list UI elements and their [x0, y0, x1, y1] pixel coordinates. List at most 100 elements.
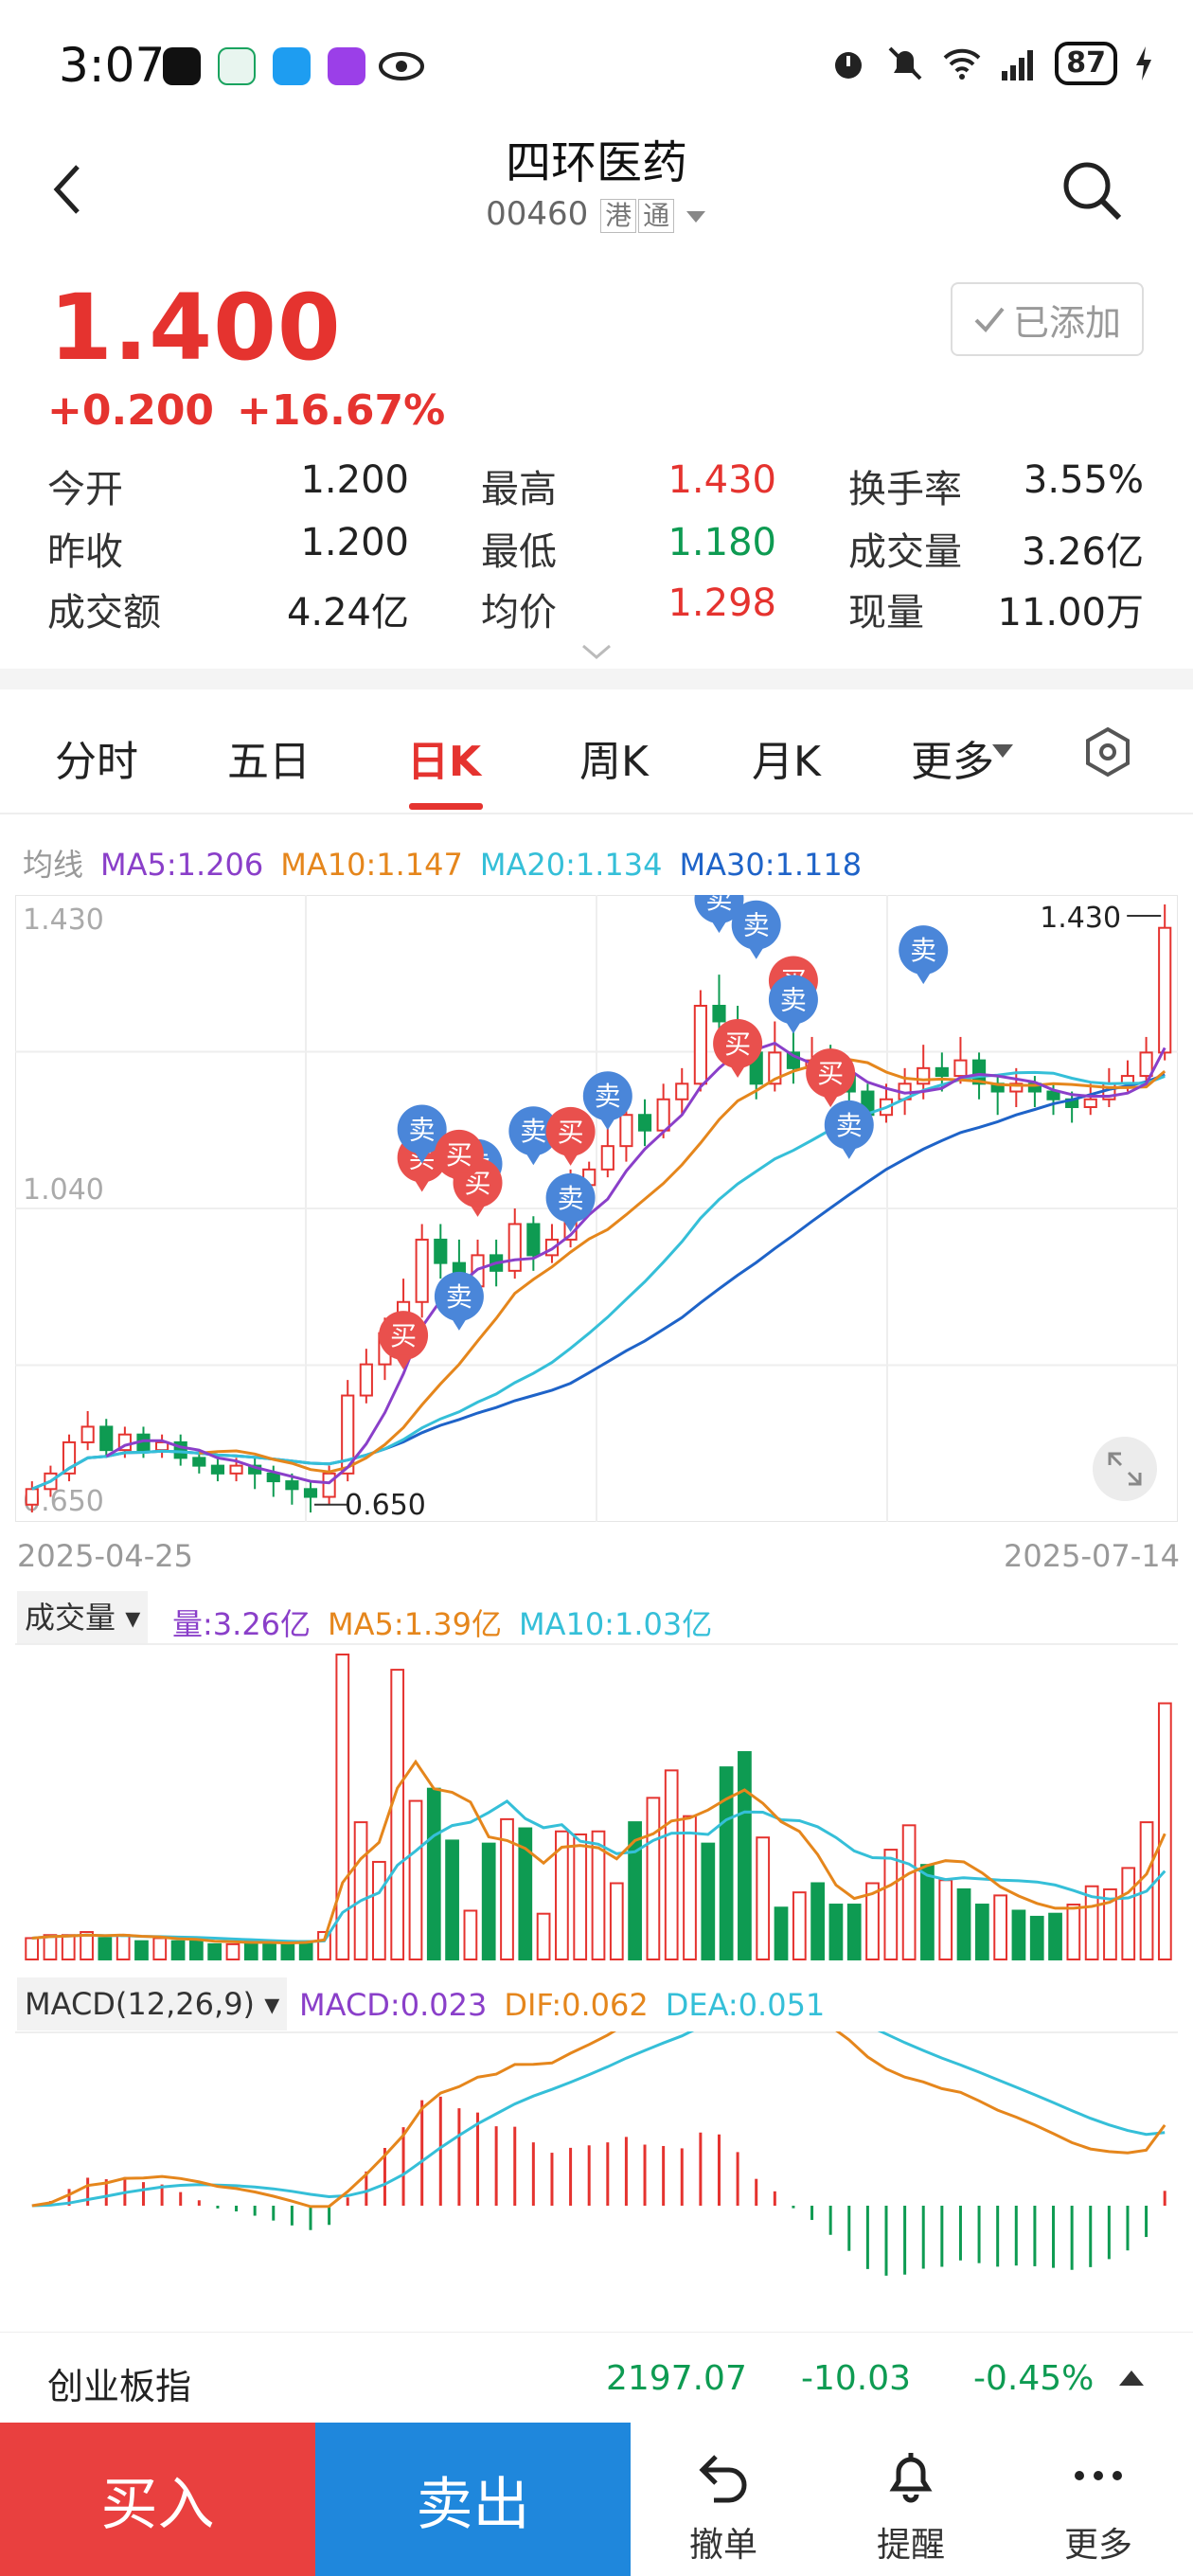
volume-bar: [1066, 1904, 1081, 1961]
macd-indicator-dropdown[interactable]: MACD(12,26,9) ▾: [17, 1977, 288, 2030]
candle-body: [266, 1472, 280, 1483]
sell-marker-circle: [508, 1106, 559, 1156]
expand-chevron-icon[interactable]: [579, 640, 614, 663]
stat-label: 均价: [481, 591, 557, 635]
candle-body: [434, 1238, 448, 1264]
tab-5[interactable]: 更多: [911, 738, 994, 786]
volume-bar: [243, 1940, 258, 1960]
sell-marker: 卖: [731, 900, 781, 959]
dif-line: [31, 2031, 1166, 2209]
buy-marker: 买: [545, 1106, 596, 1166]
sell-button[interactable]: 卖出: [315, 2423, 631, 2576]
ma10-value: MA10:1.147: [280, 847, 463, 883]
stock-name: 四环医药: [505, 136, 687, 189]
marker-pointer: [524, 1150, 543, 1166]
stat-value: 1.180: [668, 521, 776, 564]
tab-0[interactable]: 分时: [55, 738, 138, 786]
sell-marker-circle: [582, 1071, 632, 1121]
tiktok-app-icon: [163, 47, 201, 85]
back-button[interactable]: [49, 161, 87, 218]
stat-value: 1.200: [300, 521, 409, 564]
candle-body: [99, 1425, 114, 1452]
index-ticker[interactable]: 创业板指 2197.07 -10.03 -0.45%: [0, 2332, 1193, 2423]
volume-bar: [901, 1824, 917, 1960]
stat-label: 昨收: [47, 530, 123, 574]
candle-body: [600, 1145, 614, 1171]
tab-2[interactable]: 日K: [407, 738, 482, 786]
sell-marker-label: 卖: [705, 895, 732, 915]
volume-bar: [335, 1654, 350, 1960]
tab-1[interactable]: 五日: [227, 738, 311, 786]
volume-indicator-dropdown[interactable]: 成交量 ▾: [17, 1591, 149, 1644]
eye-icon: [379, 52, 424, 80]
fullscreen-button: [1093, 1437, 1157, 1501]
ma20-value: MA20:1.134: [479, 847, 663, 883]
candle-body: [1009, 1082, 1024, 1093]
volume-bar: [792, 1891, 807, 1960]
buy-marker: 买: [434, 1129, 484, 1189]
marker-pointer: [746, 943, 766, 959]
tab-3[interactable]: 周K: [579, 738, 649, 786]
volume-ma5: MA5:1.39亿: [328, 1606, 502, 1642]
more-button[interactable]: 更多: [1023, 2423, 1174, 2576]
stock-code: 00460: [486, 195, 589, 233]
index-change-percent: -0.45%: [973, 2359, 1095, 2398]
ma-legend-title: 均线: [23, 847, 84, 883]
low-marker-label: 0.650: [345, 1489, 426, 1522]
alarm-icon: [835, 52, 863, 79]
sell-marker: 卖: [899, 925, 949, 985]
buy-marker-label: 买: [724, 1029, 751, 1060]
alert-button[interactable]: 提醒: [835, 2423, 987, 2576]
candle-body: [303, 1488, 318, 1498]
volume-bar: [207, 1942, 223, 1960]
sell-marker: 卖: [434, 1271, 484, 1331]
sell-marker: 卖: [694, 895, 744, 934]
chart-settings-icon[interactable]: [1081, 725, 1134, 778]
expand-up-icon[interactable]: [1117, 2369, 1146, 2388]
stock-code-selector[interactable]: 00460 港通: [0, 195, 1193, 233]
volume-bar: [536, 1912, 551, 1961]
candle-body: [935, 1066, 949, 1078]
sell-marker-label: 卖: [409, 1114, 436, 1145]
buy-button[interactable]: 买入: [0, 2423, 315, 2576]
hk-tag: 港: [600, 199, 637, 233]
marker-pointer: [394, 1354, 414, 1370]
sell-marker: 卖: [397, 1104, 447, 1164]
candle-body: [619, 1114, 633, 1148]
volume-bar: [573, 1833, 588, 1960]
added-watchlist-button[interactable]: 已添加: [951, 282, 1144, 356]
volume-bar: [993, 1894, 1008, 1961]
stat-value: 11.00万: [997, 591, 1144, 635]
stat-value: 1.200: [300, 458, 409, 502]
candle-body: [768, 1051, 782, 1085]
more-dots-icon: [1075, 2471, 1122, 2480]
marker-pointer: [412, 1176, 432, 1192]
volume-bar: [80, 1931, 94, 1960]
sell-marker-label: 卖: [780, 985, 807, 1016]
candlestick-chart[interactable]: 1.4301.0400.6501.4300.650买卖卖买卖买买卖买卖卖买卖卖买…: [15, 895, 1178, 1522]
stat-value: 3.55%: [1023, 458, 1144, 502]
volume-ma5-line: [31, 1759, 1166, 1945]
status-time: 3:07: [59, 38, 166, 93]
candle-body: [341, 1394, 355, 1475]
buy-marker-circle: [713, 1019, 763, 1068]
marker-pointer: [839, 1143, 859, 1159]
volume-bar: [61, 1934, 76, 1960]
buy-marker-label: 买: [390, 1320, 417, 1351]
marker-pointer: [561, 1216, 580, 1232]
search-button[interactable]: [1059, 157, 1125, 224]
candle-body: [953, 1059, 968, 1078]
cancel-order-button[interactable]: 撤单: [648, 2423, 799, 2576]
chevron-down-icon: [686, 211, 705, 223]
index-change: -10.03: [801, 2359, 912, 2398]
tab-4[interactable]: 月K: [752, 738, 821, 786]
volume-bar: [774, 1906, 789, 1961]
marker-pointer: [449, 1315, 469, 1331]
volume-bar: [738, 1751, 752, 1961]
section-divider: [0, 669, 1193, 689]
candle-body: [192, 1457, 206, 1467]
sell-marker-circle: [434, 1271, 484, 1321]
marker-pointer: [597, 1115, 617, 1131]
candle-body: [80, 1425, 95, 1443]
volume-bar: [756, 1836, 771, 1960]
